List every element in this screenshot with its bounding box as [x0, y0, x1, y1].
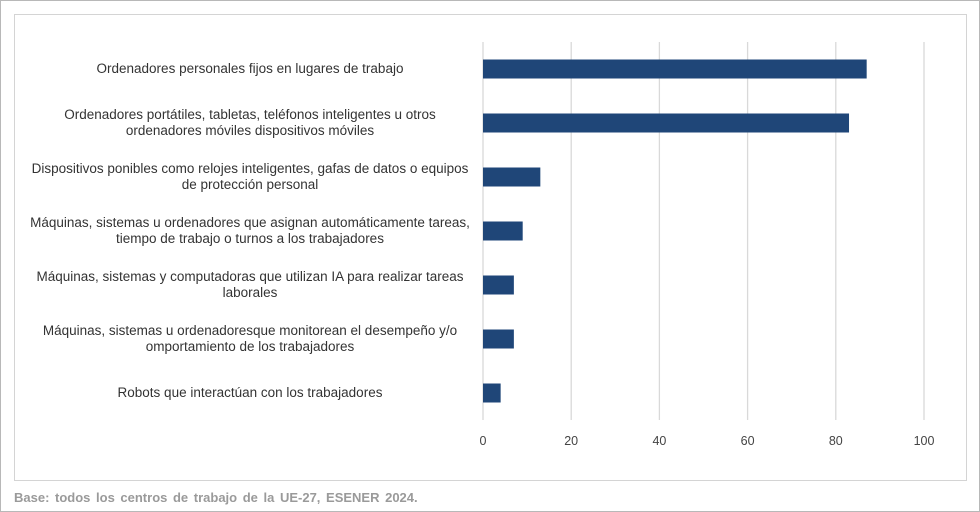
category-label: Ordenadores portátiles, tabletas, teléfo…: [64, 107, 436, 138]
bar: [483, 59, 867, 79]
bar: [483, 113, 850, 133]
x-tick-label: 20: [564, 434, 579, 448]
category-label: Máquinas, sistemas u ordenadoresque moni…: [42, 323, 458, 354]
category-label: Robots que interactúan con los trabajado…: [117, 385, 383, 400]
bar: [483, 383, 501, 403]
x-tick-label: 80: [828, 434, 843, 448]
bar: [483, 329, 514, 349]
x-tick-label: 60: [740, 434, 755, 448]
x-tick-label: 100: [913, 434, 935, 448]
bar: [483, 167, 541, 187]
x-tick-label: 40: [652, 434, 667, 448]
category-label: Ordenadores personales fijos en lugares …: [96, 61, 404, 76]
footnote: Base: todos los centros de trabajo de la…: [14, 490, 418, 505]
chart-frame: [14, 14, 967, 481]
bar: [483, 275, 514, 295]
category-label: Máquinas, sistemas y computadoras que ut…: [36, 269, 464, 300]
x-tick-label: 0: [479, 434, 487, 448]
bar: [483, 221, 523, 241]
category-label: Dispositivos ponibles como relojes intel…: [31, 161, 469, 192]
category-label: Máquinas, sistemas u ordenadores que asi…: [30, 215, 470, 246]
